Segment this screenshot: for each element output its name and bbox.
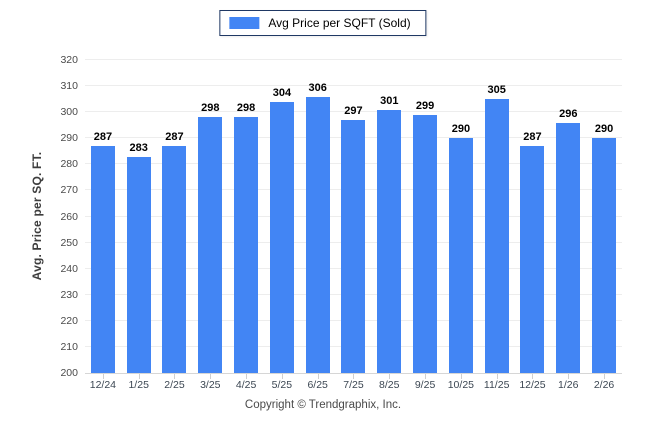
- bar[interactable]: [448, 138, 473, 373]
- bar[interactable]: [377, 109, 402, 373]
- x-tick-label: 1/26: [558, 379, 579, 391]
- x-tick-label: 10/25: [447, 379, 474, 391]
- y-tick-label: 260: [60, 210, 78, 223]
- x-axis-tick: [604, 374, 606, 379]
- bar-column: 290: [586, 60, 622, 379]
- bar-value-label: 298: [236, 102, 256, 115]
- bar-value-label: 287: [93, 131, 113, 144]
- y-tick-label: 250: [60, 236, 78, 249]
- bar-value-label: 306: [308, 81, 327, 94]
- y-tick-label: 310: [60, 80, 78, 93]
- bar-column: 287: [515, 60, 551, 379]
- bar-column: 299: [407, 60, 443, 379]
- x-axis-labels: 12/24 1/25 2/25 3/25 4/25 5/25 6/25 7/25 8/25 9/2…: [85, 379, 622, 391]
- x-axis-tick: [102, 374, 104, 379]
- bar-value-label: 290: [451, 123, 471, 136]
- bar[interactable]: [413, 114, 438, 373]
- legend: Avg Price per SQFT (Sold): [219, 10, 427, 36]
- bar-column: 306: [300, 60, 336, 379]
- x-axis-tick: [353, 374, 355, 379]
- x-axis-tick: [174, 374, 176, 379]
- bar-value-label: 298: [201, 102, 220, 115]
- plot-area: 287 283 287 298 298 304 306 297 301 299 290 305 287 2…: [85, 59, 622, 379]
- bar-column: 287: [85, 60, 121, 379]
- x-tick-label: 7/25: [343, 379, 364, 391]
- x-tick-label: 8/25: [379, 379, 400, 391]
- bar-value-label: 297: [344, 105, 363, 117]
- bar-column: 298: [228, 60, 264, 379]
- bar-value-label: 290: [594, 123, 614, 136]
- bar-value-label: 296: [559, 107, 578, 120]
- bar[interactable]: [90, 146, 115, 373]
- bar-column: 305: [479, 60, 515, 379]
- bar-column: 283: [121, 60, 157, 379]
- bar-column: 287: [157, 60, 193, 379]
- x-axis-tick: [281, 374, 283, 379]
- x-tick-label: 12/24: [89, 379, 117, 391]
- y-tick-label: 240: [60, 262, 78, 275]
- x-axis-tick: [138, 374, 140, 379]
- x-tick-label: 12/25: [519, 379, 546, 391]
- x-tick-label: 6/25: [307, 379, 328, 391]
- bar[interactable]: [126, 156, 151, 373]
- bar-value-label: 304: [272, 86, 292, 99]
- x-tick-label: 4/25: [235, 379, 257, 391]
- bar[interactable]: [556, 122, 581, 373]
- legend-swatch: [229, 17, 260, 29]
- y-tick-label: 200: [60, 367, 78, 379]
- bar[interactable]: [162, 146, 187, 373]
- y-tick-label: 300: [60, 106, 78, 119]
- x-tick-label: 9/25: [414, 379, 436, 391]
- bar[interactable]: [269, 101, 294, 373]
- bar[interactable]: [341, 120, 366, 373]
- x-axis-tick: [246, 374, 248, 379]
- legend-label: Avg Price per SQFT (Sold): [268, 16, 411, 30]
- bar-column: 298: [192, 60, 228, 379]
- bar-value-label: 283: [129, 141, 148, 154]
- bar-value-label: 299: [415, 99, 435, 112]
- x-axis-tick: [460, 374, 462, 379]
- y-axis-labels: 200 210 220 230 240 250 260 270 280 290 300 310 320: [40, 54, 78, 379]
- x-tick-label: 2/25: [164, 379, 185, 391]
- bar[interactable]: [592, 138, 617, 373]
- x-axis-tick: [425, 374, 427, 379]
- bar-value-label: 301: [380, 94, 399, 107]
- y-tick-label: 270: [60, 184, 78, 197]
- bar-column: 296: [550, 60, 586, 379]
- y-tick-label: 210: [60, 340, 78, 353]
- bar[interactable]: [198, 117, 223, 373]
- bar[interactable]: [234, 117, 259, 373]
- x-axis-tick: [210, 374, 212, 379]
- bar[interactable]: [520, 146, 545, 373]
- x-tick-label: 1/25: [128, 379, 149, 391]
- x-axis-tick: [496, 374, 498, 379]
- x-tick-label: 3/25: [200, 379, 221, 391]
- x-axis-tick: [568, 374, 570, 379]
- bar-value-label: 287: [165, 131, 184, 144]
- y-tick-label: 290: [60, 132, 78, 145]
- y-tick-label: 320: [60, 54, 78, 66]
- x-axis-tick: [389, 374, 391, 379]
- x-tick-label: 11/25: [483, 379, 510, 391]
- bar-column: 297: [336, 60, 372, 379]
- bar-column: 290: [443, 60, 479, 379]
- bar-value-label: 305: [487, 84, 506, 97]
- bar-value-label: 287: [523, 131, 542, 144]
- x-axis-tick: [532, 374, 534, 379]
- x-axis-tick: [317, 374, 319, 379]
- y-tick-label: 220: [60, 314, 78, 327]
- bar[interactable]: [305, 96, 330, 373]
- copyright-text: Copyright © Trendgraphix, Inc.: [244, 399, 402, 411]
- x-tick-label: 2/26: [593, 379, 615, 391]
- bar-column: 304: [264, 60, 300, 379]
- x-tick-label: 5/25: [271, 379, 293, 391]
- y-tick-label: 280: [60, 158, 78, 171]
- y-tick-label: 230: [60, 288, 78, 301]
- bar-column: 301: [371, 60, 407, 379]
- bar[interactable]: [484, 99, 509, 373]
